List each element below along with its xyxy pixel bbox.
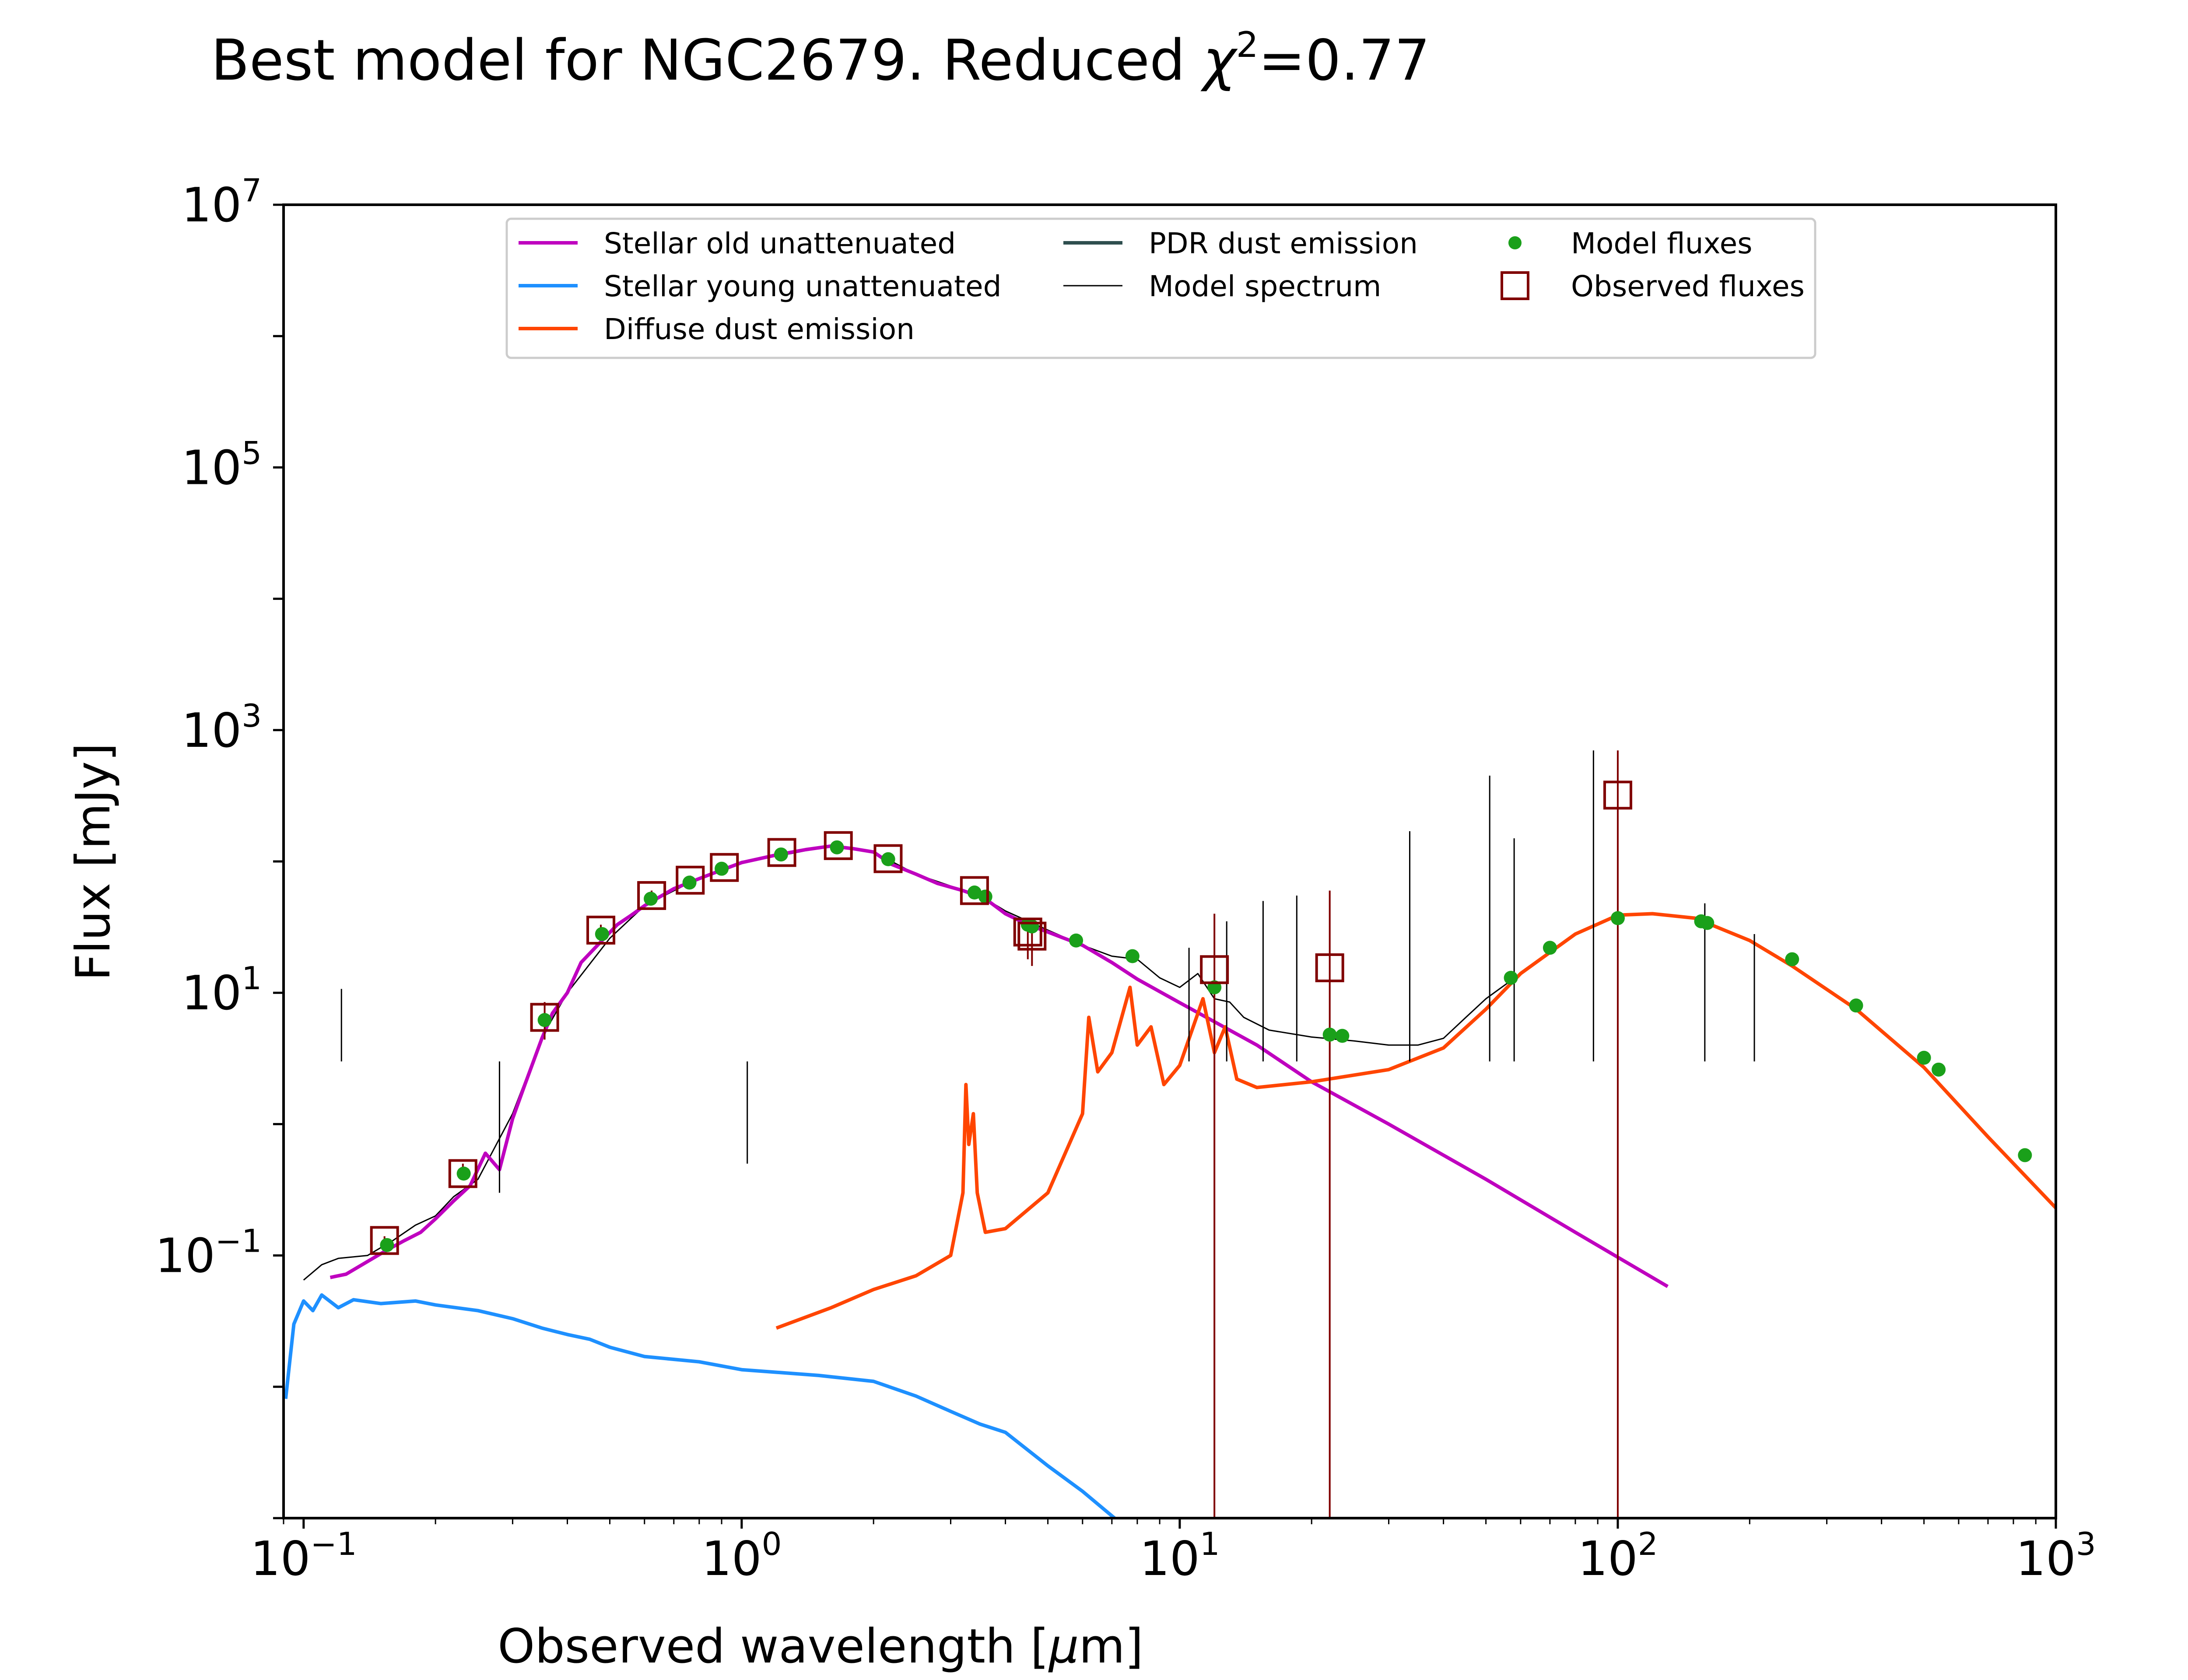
legend-label-model-fluxes: Model fluxes	[1571, 227, 1753, 260]
legend-swatch-observed	[1501, 271, 1529, 300]
observed-flux-point	[1200, 955, 1229, 984]
legend-label-model-spectrum: Model spectrum	[1149, 270, 1381, 303]
x-tick-label: 101	[1140, 1526, 1220, 1586]
model-flux-point	[978, 889, 992, 904]
observed-flux-point	[676, 865, 705, 895]
model-flux-point	[1504, 970, 1518, 985]
legend: Stellar old unattenuated Stellar young un…	[505, 217, 1816, 359]
observed-flux-point	[873, 844, 903, 873]
model-flux-point	[967, 886, 982, 900]
legend-box	[505, 217, 1816, 359]
observed-flux-point	[1017, 921, 1047, 951]
model-flux-point	[1610, 911, 1625, 925]
observed-flux-point	[586, 915, 616, 945]
model-flux-point	[682, 875, 697, 890]
model-flux-point	[1025, 919, 1039, 934]
model-flux-point	[1932, 1062, 1946, 1077]
observed-flux-point	[530, 1003, 559, 1032]
observed-flux-point	[824, 831, 853, 860]
legend-label-stellar-old: Stellar old unattenuated	[604, 227, 956, 260]
observed-flux-point	[960, 876, 989, 905]
x-tick-label: 102	[1578, 1526, 1658, 1586]
y-tick-label: 10−1	[155, 1223, 262, 1284]
legend-label-stellar-young: Stellar young unattenuated	[604, 270, 1002, 303]
y-tick-label: 105	[182, 434, 262, 495]
observed-flux-point	[637, 881, 666, 910]
model-flux-point	[644, 892, 658, 906]
chart-title: Best model for NGC2679. Reduced χ2=0.77	[211, 24, 1430, 93]
observed-flux-point	[710, 853, 739, 882]
legend-label-pdr-dust: PDR dust emission	[1149, 227, 1418, 260]
model-flux-point	[881, 852, 895, 866]
model-flux-point	[380, 1238, 394, 1252]
series-line-diffuse-dust	[775, 912, 2056, 1330]
model-flux-point	[595, 927, 609, 941]
model-flux-point	[1543, 941, 1557, 955]
model-flux-point	[1069, 933, 1083, 948]
legend-swatch-model-fluxes	[1508, 236, 1522, 249]
observed-flux-point	[1013, 917, 1042, 947]
observed-flux-point	[448, 1159, 477, 1188]
axes-layer: 10−1 100 101 102 103 10−1 101 103 105 107	[155, 172, 2096, 1586]
series-line-stellar-young	[284, 1293, 1116, 1518]
y-axis-label: Flux [mJy]	[66, 743, 121, 981]
legend-label-diffuse-dust: Diffuse dust emission	[604, 312, 915, 346]
plot-series-layer	[284, 750, 2056, 1518]
model-flux-point	[2018, 1148, 2032, 1162]
y-tick-label: 103	[182, 697, 262, 758]
model-flux-point	[537, 1013, 552, 1027]
model-flux-point	[1125, 949, 1140, 963]
model-flux-point	[830, 840, 844, 854]
observed-flux-point	[1603, 780, 1632, 810]
model-flux-point	[715, 861, 729, 876]
x-tick-label: 100	[701, 1526, 782, 1586]
model-flux-point	[1700, 916, 1715, 930]
x-axis-label: Observed wavelength [μm]	[498, 1619, 1143, 1674]
model-flux-point	[774, 847, 788, 862]
series-line-stellar-old	[330, 844, 1669, 1288]
model-flux-point	[1917, 1050, 1931, 1065]
observed-flux-point	[1315, 953, 1344, 983]
x-tick-label: 103	[2016, 1526, 2096, 1586]
y-tick-label: 107	[182, 172, 262, 233]
model-flux-point	[1322, 1027, 1337, 1042]
model-flux-point	[1849, 998, 1863, 1013]
x-tick-label: 10−1	[250, 1526, 357, 1586]
model-flux-point	[456, 1166, 471, 1181]
observed-flux-point	[767, 838, 796, 867]
observed-flux-point	[370, 1226, 399, 1255]
model-flux-point	[1335, 1029, 1350, 1043]
legend-label-observed: Observed fluxes	[1571, 270, 1805, 303]
y-tick-label: 101	[182, 960, 262, 1021]
model-flux-point	[1785, 952, 1799, 966]
